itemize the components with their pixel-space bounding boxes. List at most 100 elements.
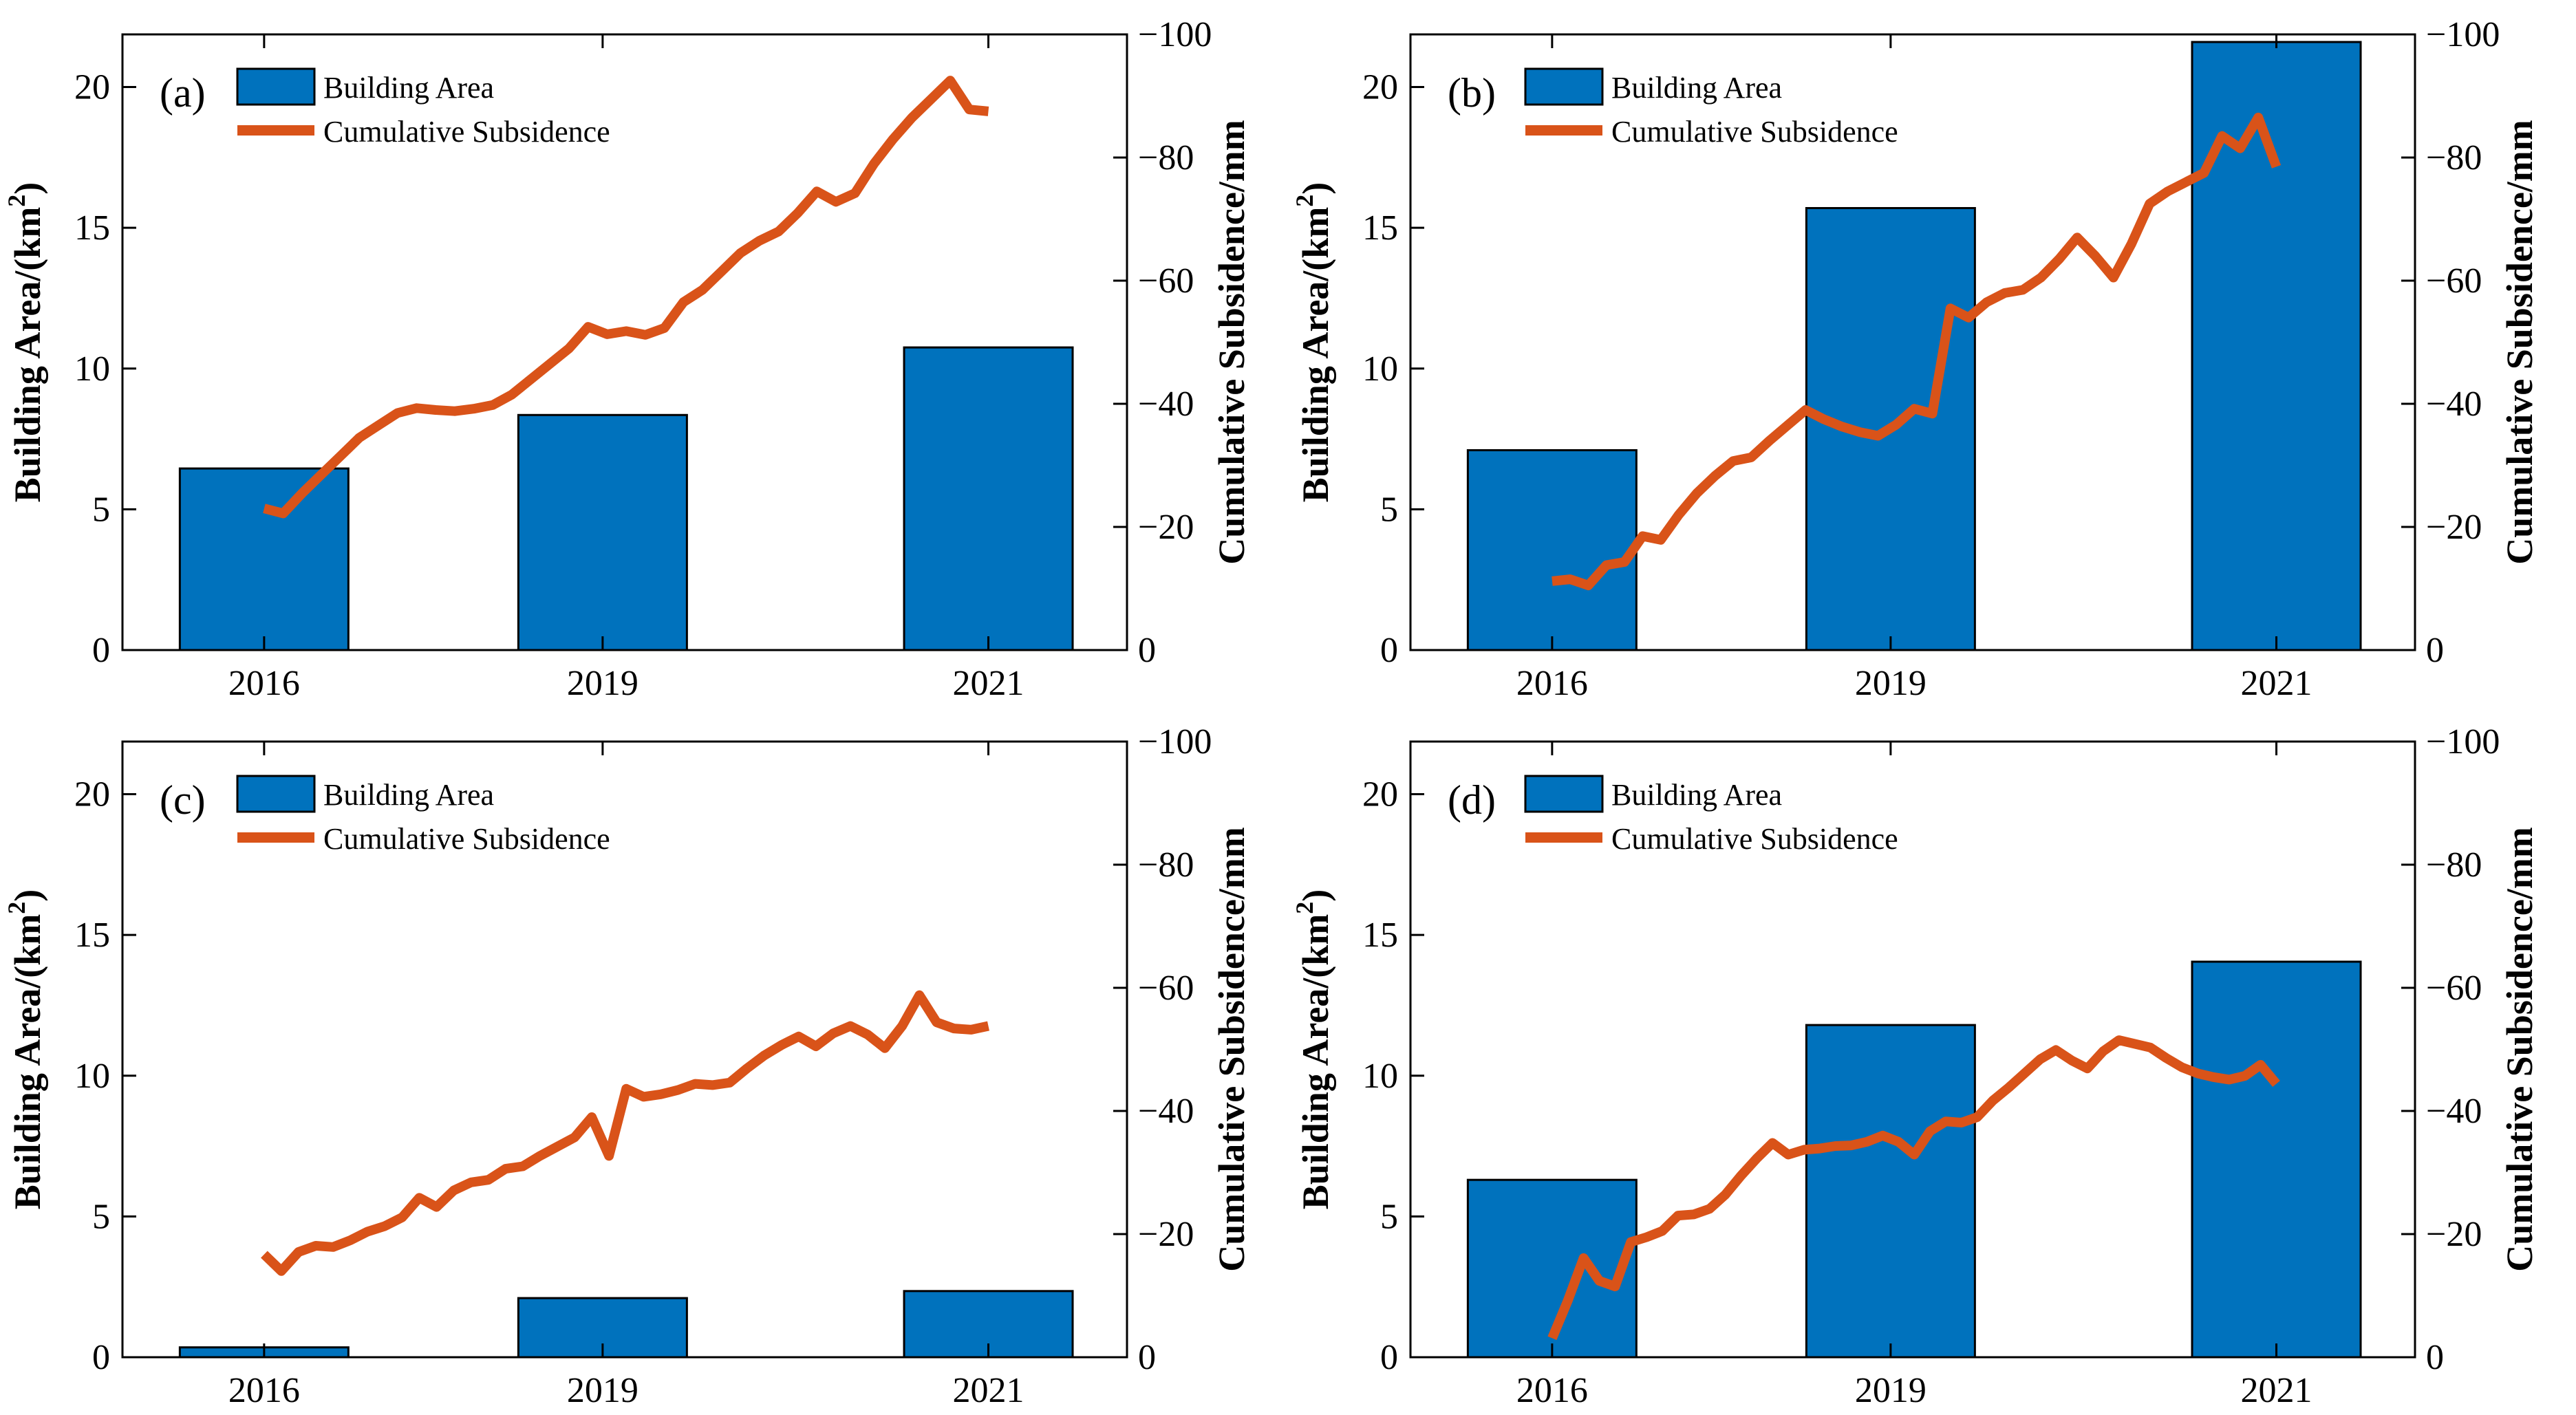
legend-bar-swatch — [236, 775, 316, 813]
legend-line-swatch — [237, 832, 314, 843]
left-tick-label: 0 — [92, 1338, 110, 1377]
left-axis-label: Building Area/(km2) — [1291, 182, 1336, 503]
right-axis-label: Cumulative Subsidence/mm — [2499, 827, 2540, 1272]
legend-bar-label: Building Area — [1611, 778, 1782, 812]
legend-line-swatch — [1525, 125, 1602, 136]
axes-box — [121, 33, 1128, 651]
left-tick-label: 20 — [74, 68, 110, 107]
right-tick-label: 0 — [1138, 631, 1156, 670]
right-tick-label: −100 — [1138, 15, 1212, 54]
right-tick-label: −80 — [1138, 845, 1194, 885]
right-tick-label: −80 — [1138, 138, 1194, 177]
left-tick-label: 15 — [74, 916, 110, 955]
right-tick-label: −40 — [1138, 1092, 1194, 1131]
right-axis-label: Cumulative Subsidence/mm — [1211, 827, 1252, 1272]
x-tick-label: 2019 — [567, 664, 638, 703]
legend-bar-label: Building Area — [323, 71, 494, 105]
legend-line-label: Cumulative Subsidence — [323, 115, 610, 149]
right-tick-label: −60 — [2426, 969, 2482, 1008]
building-area-bar-2021 — [903, 346, 1074, 651]
right-tick-label: −100 — [1138, 722, 1212, 761]
right-axis-label: Cumulative Subsidence/mm — [1211, 120, 1252, 565]
right-tick-label: −40 — [2426, 1092, 2482, 1131]
right-tick-label: −40 — [1138, 385, 1194, 424]
right-tick-label: 0 — [2426, 1338, 2444, 1377]
right-tick-label: −80 — [2426, 845, 2482, 885]
x-tick-label: 2021 — [2241, 664, 2312, 703]
left-axis-label: Building Area/(km2) — [3, 889, 48, 1210]
right-tick-label: −40 — [2426, 385, 2482, 424]
cumulative-subsidence-line — [1552, 112, 2282, 590]
left-axis-label: Building Area/(km2) — [1291, 889, 1336, 1210]
left-tick-label: 20 — [74, 775, 110, 814]
left-tick-label: 20 — [1362, 775, 1398, 814]
panel-c-cell: 2016 2019 2021 0 5 10 15 20 0 −20 −40 −60 −80 −100 (c)… — [0, 707, 1288, 1414]
legend-line-label: Cumulative Subsidence — [1611, 822, 1898, 856]
x-tick-label: 2016 — [1516, 664, 1588, 703]
panel-c-chart: 2016 2019 2021 0 5 10 15 20 0 −20 −40 −60 −80 −100 (c)… — [3, 722, 1252, 1410]
x-tick-label: 2021 — [953, 1371, 1024, 1410]
x-tick-label: 2016 — [228, 1371, 300, 1410]
legend-bar-swatch — [236, 67, 316, 106]
left-tick-label: 15 — [74, 208, 110, 248]
right-tick-label: −60 — [1138, 261, 1194, 301]
legend-bar-label: Building Area — [1611, 71, 1782, 105]
building-area-bar-2016 — [1466, 449, 1638, 651]
legend-line-label: Cumulative Subsidence — [323, 822, 610, 856]
right-tick-label: −20 — [1138, 508, 1194, 547]
left-tick-label: 5 — [1380, 490, 1398, 529]
axes-box — [1409, 33, 2416, 651]
legend-line-swatch — [237, 125, 314, 136]
left-tick-label: 10 — [1362, 349, 1398, 389]
right-tick-label: −20 — [1138, 1215, 1194, 1254]
panel-b-chart: 2016 2019 2021 0 5 10 15 20 0 −20 −40 −60 −80 −100 (b)… — [1291, 15, 2540, 703]
panel-b-cell: 2016 2019 2021 0 5 10 15 20 0 −20 −40 −60 −80 −100 (b)… — [1288, 0, 2576, 707]
legend-line-swatch — [1525, 832, 1602, 843]
legend-bar-swatch — [1524, 67, 1604, 106]
left-tick-label: 5 — [92, 490, 110, 529]
left-tick-label: 10 — [74, 349, 110, 389]
left-tick-label: 15 — [1362, 916, 1398, 955]
right-tick-label: −100 — [2426, 722, 2500, 761]
right-tick-label: −60 — [2426, 261, 2482, 301]
legend-line-label: Cumulative Subsidence — [1611, 115, 1898, 149]
left-axis-label: Building Area/(km2) — [3, 182, 48, 503]
x-tick-label: 2021 — [2241, 1371, 2312, 1410]
building-area-bar-2019 — [1805, 1024, 1976, 1359]
x-tick-label: 2019 — [1855, 664, 1926, 703]
x-tick-label: 2016 — [1516, 1371, 1588, 1410]
x-tick-label: 2019 — [567, 1371, 638, 1410]
x-tick-label: 2021 — [953, 664, 1024, 703]
left-tick-label: 10 — [74, 1057, 110, 1096]
panel-a-chart: 2016 2019 2021 0 5 10 15 20 0 −20 −40 −60 −80 −100 (a)… — [3, 15, 1252, 703]
left-tick-label: 10 — [1362, 1057, 1398, 1096]
x-tick-label: 2016 — [228, 664, 300, 703]
panel-letter: (a) — [160, 70, 206, 116]
left-tick-label: 5 — [1380, 1197, 1398, 1236]
cumulative-subsidence-line — [1547, 1035, 2280, 1340]
legend-bar-label: Building Area — [323, 778, 494, 812]
x-tick-label: 2019 — [1855, 1371, 1926, 1410]
building-area-bar-2019 — [517, 413, 688, 651]
panel-letter: (c) — [160, 777, 206, 823]
panel-a-cell: 2016 2019 2021 0 5 10 15 20 0 −20 −40 −60 −80 −100 (a)… — [0, 0, 1288, 707]
left-tick-label: 0 — [1380, 631, 1398, 670]
legend-bar-swatch — [1524, 775, 1604, 813]
right-axis-label: Cumulative Subsidence/mm — [2499, 120, 2540, 565]
panel-letter: (d) — [1448, 777, 1496, 823]
left-tick-label: 15 — [1362, 208, 1398, 248]
left-tick-label: 5 — [92, 1197, 110, 1236]
axes-box — [1409, 740, 2416, 1359]
right-tick-label: −20 — [2426, 1215, 2482, 1254]
panel-d-cell: 2016 2019 2021 0 5 10 15 20 0 −20 −40 −60 −80 −100 (d)… — [1288, 707, 2576, 1414]
building-area-bar-2016 — [178, 467, 350, 651]
panel-d-chart: 2016 2019 2021 0 5 10 15 20 0 −20 −40 −60 −80 −100 (d)… — [1291, 722, 2540, 1410]
left-tick-label: 20 — [1362, 68, 1398, 107]
right-tick-label: 0 — [2426, 631, 2444, 670]
right-tick-label: 0 — [1138, 1338, 1156, 1377]
building-area-bar-2021 — [2191, 960, 2362, 1359]
right-tick-label: −80 — [2426, 138, 2482, 177]
right-tick-label: −100 — [2426, 15, 2500, 54]
cumulative-subsidence-line — [263, 76, 989, 519]
cumulative-subsidence-line — [261, 990, 989, 1276]
